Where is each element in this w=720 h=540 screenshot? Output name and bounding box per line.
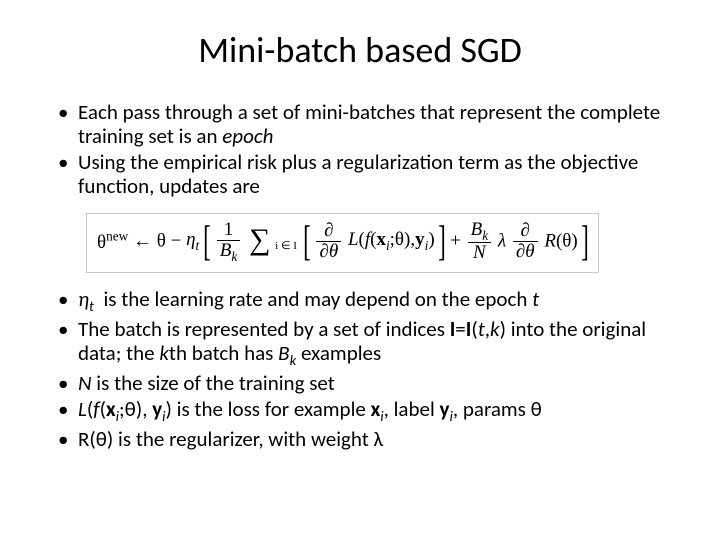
bullet-item: N is the size of the training set [50, 371, 670, 395]
update-formula: θnew ← θ − ηt [ 1 Bk ∑ i ∈ I [ ∂ ∂θ [97, 230, 588, 251]
formula-container: θnew ← θ − ηt [ 1 Bk ∑ i ∈ I [ ∂ ∂θ [86, 213, 670, 273]
slide-title: Mini-batch based SGD [50, 28, 670, 72]
bullets-bottom: ηt is the learning rate and may depend o… [50, 287, 670, 452]
bullet-item: ηt is the learning rate and may depend o… [50, 287, 670, 315]
bullet-item: Each pass through a set of mini-batches … [50, 100, 670, 148]
bullet-item: L(f(xi;θ), yi) is the loss for example x… [50, 397, 670, 425]
slide: Mini-batch based SGD Each pass through a… [0, 0, 720, 540]
bullet-item: Using the empirical risk plus a regulari… [50, 150, 670, 198]
formula-box: θnew ← θ − ηt [ 1 Bk ∑ i ∈ I [ ∂ ∂θ [86, 213, 599, 273]
bullet-item: R(θ) is the regularizer, with weight λ [50, 427, 670, 451]
bullet-item: The batch is represented by a set of ind… [50, 317, 670, 369]
bullets-top: Each pass through a set of mini-batches … [50, 100, 670, 199]
